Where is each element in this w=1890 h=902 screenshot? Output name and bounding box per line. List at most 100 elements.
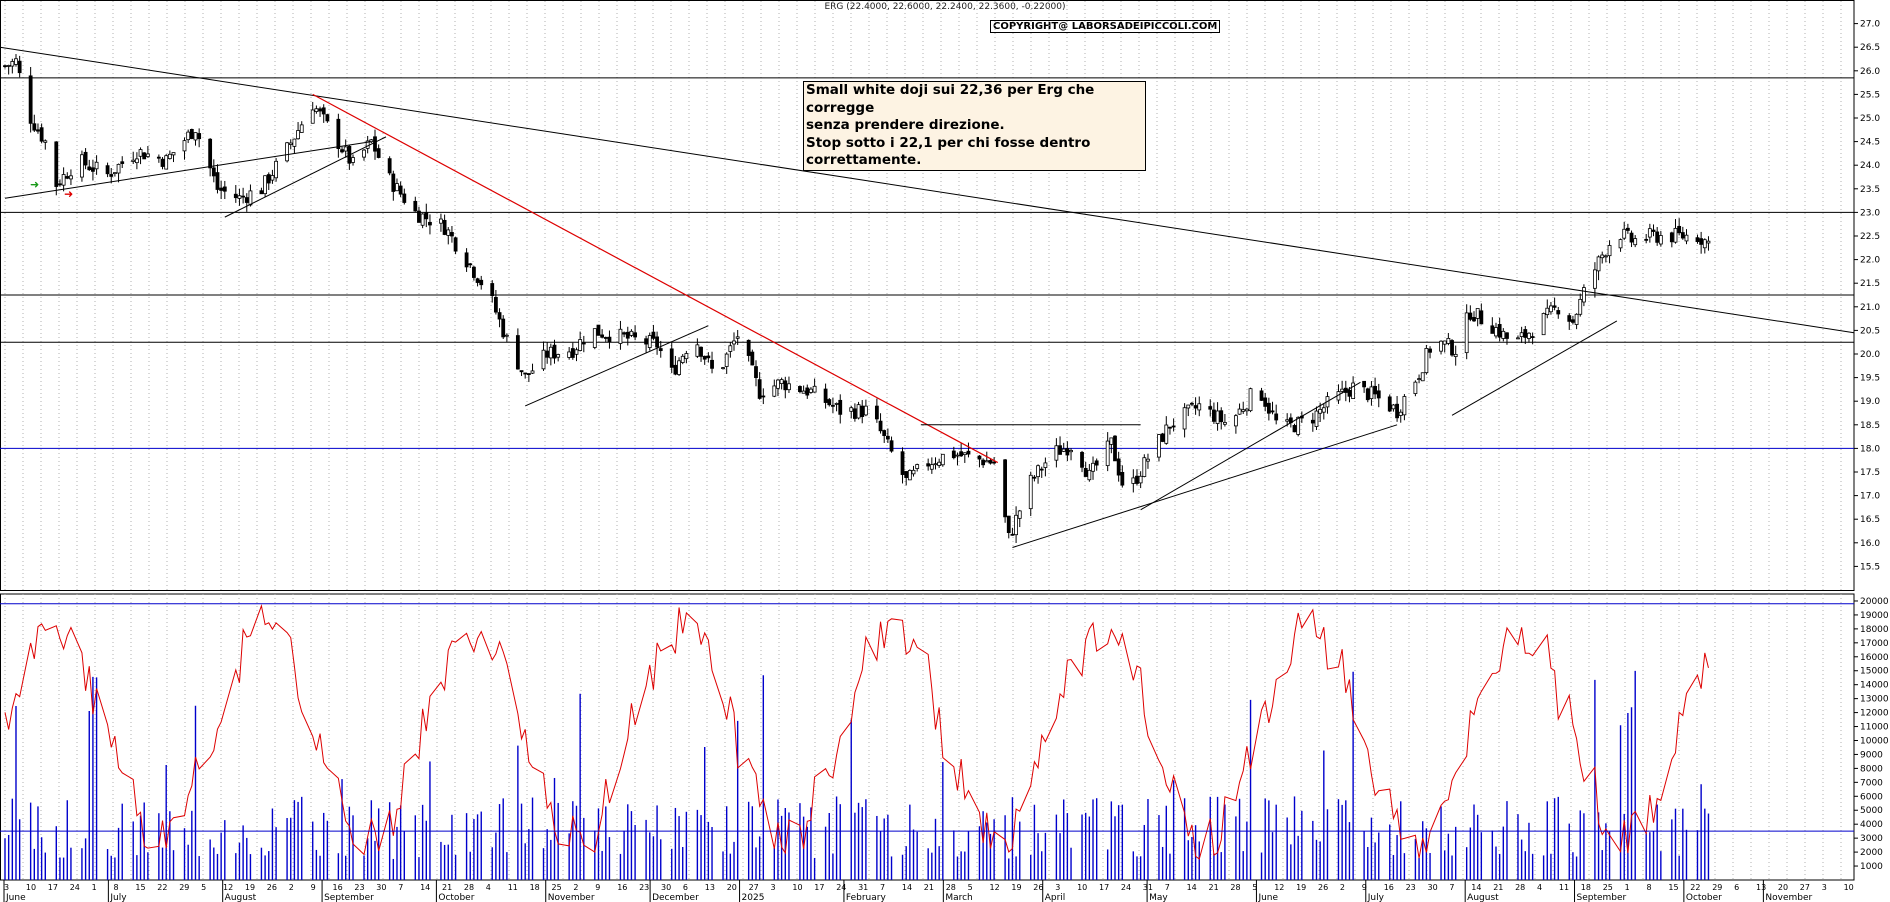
volume-tick-label: 8000 xyxy=(1860,764,1883,774)
x-day-label: 20 xyxy=(727,883,737,892)
red-downtrend-line xyxy=(312,93,999,464)
candle-body xyxy=(54,141,59,187)
candle-body xyxy=(131,159,136,162)
candle-body xyxy=(834,402,839,405)
candle-body xyxy=(911,469,916,475)
x-month-label: April xyxy=(1045,893,1066,902)
candle-body xyxy=(915,464,920,469)
support-trend-3 xyxy=(524,325,709,407)
x-day-label: 14 xyxy=(902,883,912,892)
candle-body xyxy=(182,140,187,152)
x-day-label: 15 xyxy=(135,883,145,892)
candle-body xyxy=(673,364,678,375)
x-day-label: 24 xyxy=(70,883,80,892)
candle-body xyxy=(1571,319,1575,323)
candle-body xyxy=(863,405,868,416)
candle-body xyxy=(387,158,392,174)
candle-body xyxy=(208,138,213,169)
x-day-label: 10 xyxy=(792,883,802,892)
candle-body xyxy=(754,366,758,378)
candle-body xyxy=(248,190,253,206)
candle-body xyxy=(885,435,890,440)
candle-body xyxy=(1464,312,1469,354)
candle-body xyxy=(732,340,736,345)
candle-body xyxy=(889,440,894,452)
candle-body xyxy=(523,372,528,375)
candle-body xyxy=(189,129,194,139)
candle-body xyxy=(1373,385,1377,395)
candle-body xyxy=(1706,240,1711,244)
x-day-label: 13 xyxy=(705,883,715,892)
candle-body xyxy=(1039,468,1044,471)
candle-body xyxy=(1094,460,1099,466)
x-day-label: 25 xyxy=(552,883,562,892)
candle-body xyxy=(838,399,843,415)
candle-body xyxy=(442,219,447,235)
volume-tick-label: 6000 xyxy=(1860,792,1883,802)
x-axis-month-labels: June July August September October November De… xyxy=(3,880,1812,902)
x-day-label: 16 xyxy=(1384,883,1394,892)
candle-body xyxy=(10,61,15,67)
candle-body xyxy=(860,405,865,417)
candle-body xyxy=(1699,238,1704,245)
x-day-label: 17 xyxy=(1099,883,1109,892)
candle-body xyxy=(58,183,62,186)
volume-tick-label: 20000 xyxy=(1860,597,1889,607)
candle-body xyxy=(321,107,326,115)
candle-body xyxy=(706,355,711,359)
x-month-label: March xyxy=(945,893,972,902)
price-tick-label: 20.0 xyxy=(1860,350,1880,360)
candle-body xyxy=(145,153,150,157)
candle-body xyxy=(1658,235,1663,245)
candle-body xyxy=(981,459,986,466)
volume-tick-label: 5000 xyxy=(1860,806,1883,816)
volume-tick-label: 17000 xyxy=(1860,639,1889,649)
price-axis: 15.5 16.0 16.5 17.0 17.5 18.0 18.5 19.0 19.5 20.0… xyxy=(1854,20,1880,572)
candle-body xyxy=(310,109,315,124)
x-day-label: 26 xyxy=(1033,883,1043,892)
candle-body xyxy=(446,229,451,236)
candle-body xyxy=(1647,228,1652,238)
candle-body xyxy=(493,296,498,313)
x-day-label: 9 xyxy=(1362,883,1367,892)
candle-body xyxy=(874,405,879,420)
candle-body xyxy=(603,337,608,339)
candle-body xyxy=(629,330,634,336)
candle-body xyxy=(402,193,407,203)
candle-body xyxy=(735,336,740,339)
candle-body xyxy=(14,58,18,65)
candle-body xyxy=(376,148,381,158)
candle-body xyxy=(1244,408,1249,412)
candle-body xyxy=(1270,410,1275,413)
candle-body xyxy=(1091,462,1095,472)
x-day-label: 27 xyxy=(1800,883,1810,892)
candle-body xyxy=(929,464,934,470)
candle-body xyxy=(1622,228,1627,239)
candle-body xyxy=(296,130,300,140)
candle-body xyxy=(490,283,495,297)
candle-body xyxy=(497,312,502,320)
x-day-label: 23 xyxy=(639,883,649,892)
x-day-label: 4 xyxy=(486,883,491,892)
support-trend-5 xyxy=(1140,381,1361,511)
candle-body xyxy=(541,349,546,370)
price-tick-label: 18.5 xyxy=(1860,421,1880,431)
price-tick-label: 23.0 xyxy=(1860,208,1880,218)
candle-body xyxy=(1164,424,1169,444)
note-line-1: Small white doji sui 22,36 per Erg che c… xyxy=(806,82,1095,116)
x-month-label: November xyxy=(1765,893,1812,902)
candle-body xyxy=(1516,337,1520,340)
candle-body xyxy=(1028,474,1033,510)
x-day-label: 31 xyxy=(1143,883,1153,892)
price-tick-label: 15.5 xyxy=(1860,562,1880,572)
candle-body xyxy=(574,349,579,355)
x-day-label: 7 xyxy=(398,883,403,892)
candle-body xyxy=(951,450,956,459)
candle-body xyxy=(647,335,652,348)
candle-body xyxy=(424,212,429,220)
candle-body xyxy=(1032,476,1037,479)
candle-body xyxy=(977,455,982,460)
candle-body xyxy=(292,138,297,147)
